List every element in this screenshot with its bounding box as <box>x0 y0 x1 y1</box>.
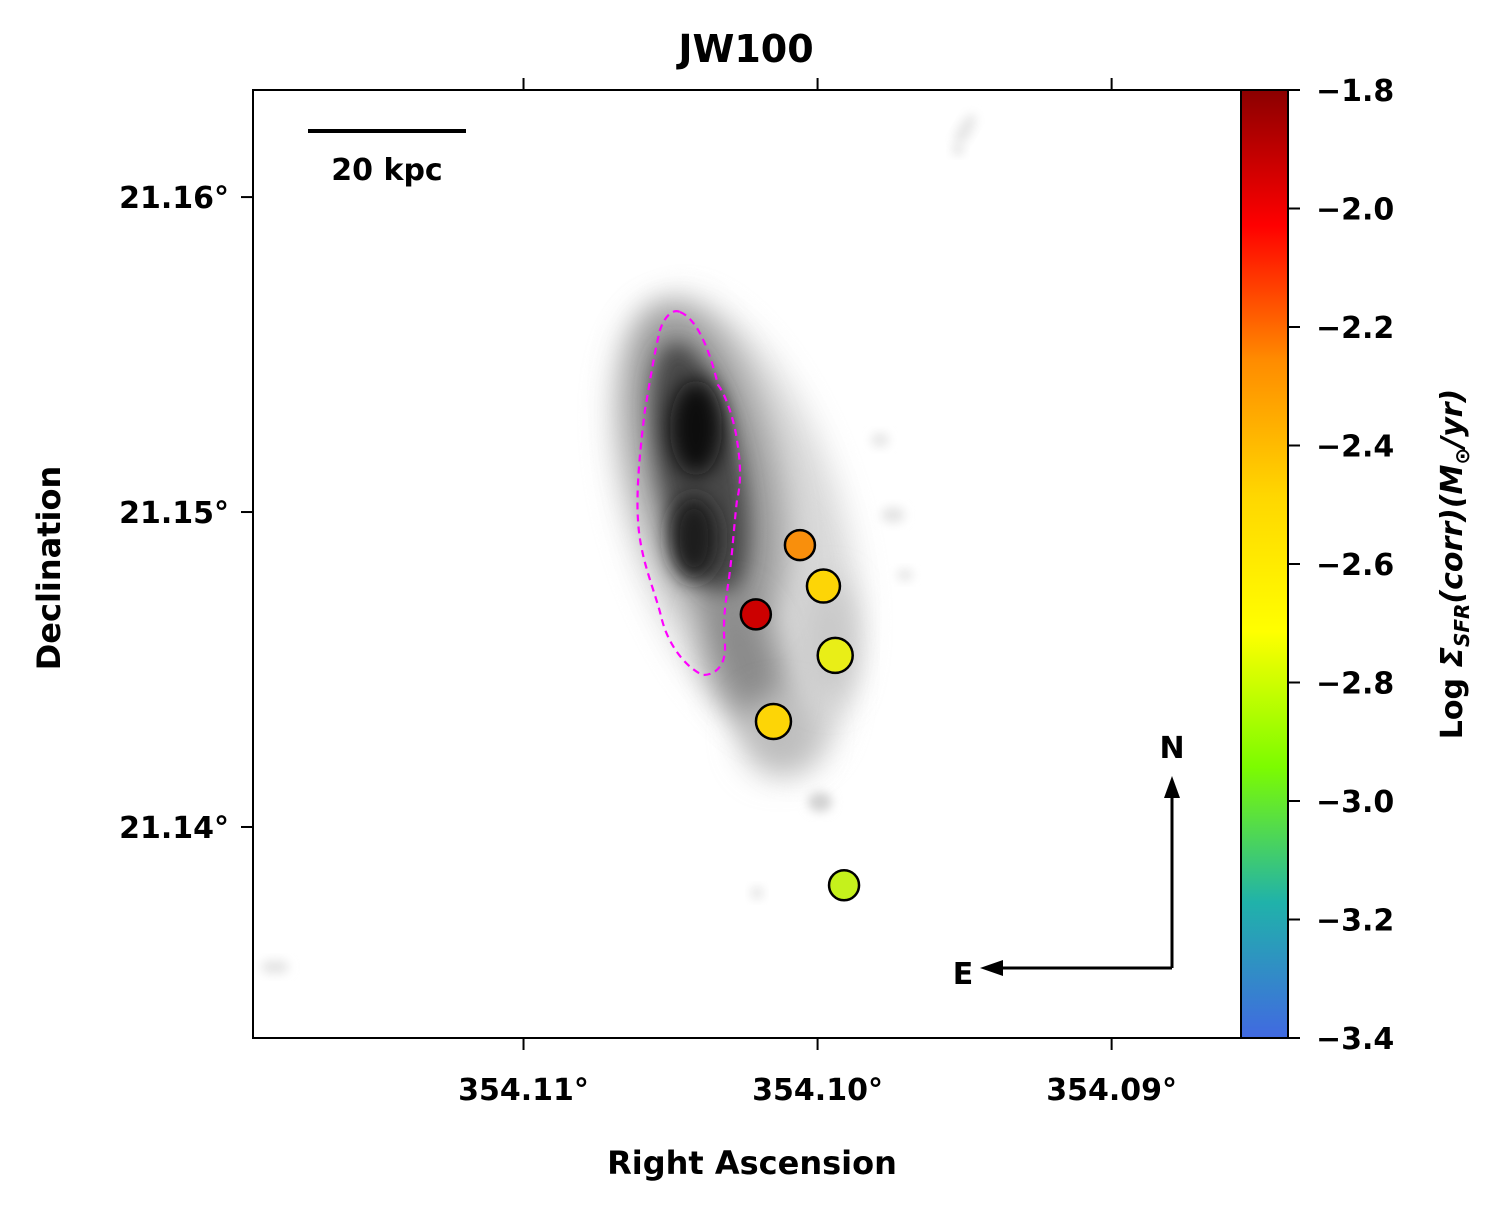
colorbar-tick-label: −3.2 <box>1316 904 1394 939</box>
compass-east-label: E <box>953 957 974 992</box>
y-tick-label: 21.15° <box>119 496 229 531</box>
points-layer <box>739 528 861 902</box>
data-point <box>816 636 854 675</box>
colorbar-ticks: −1.8 −2.0 −2.2 −2.4 −2.6 −2.8 −3.0 −3.2 −3.4 <box>1288 74 1394 1057</box>
data-point <box>739 598 773 631</box>
scale-bar-label: 20 kpc <box>331 153 442 188</box>
y-tick-label: 21.16° <box>119 181 229 216</box>
colorbar-tick-label: −2.0 <box>1316 193 1394 228</box>
data-point <box>754 702 793 741</box>
colorbar-label: Log ΣSFR(corr)(M⊙/yr) <box>1435 389 1474 739</box>
x-axis-label: Right Ascension <box>607 1144 897 1182</box>
chart-title: JW100 <box>675 27 813 71</box>
data-point <box>805 568 842 604</box>
x-tick-label: 354.11° <box>458 1073 589 1108</box>
y-tick-label: 21.14° <box>119 811 229 846</box>
colorbar-tick-label: −2.4 <box>1316 430 1394 465</box>
x-ticks: 354.11° 354.10° 354.09° <box>458 78 1177 1108</box>
y-axis-label: Declination <box>30 466 68 671</box>
east-arrow-icon <box>980 960 1003 976</box>
colorbar <box>1240 89 1289 1039</box>
data-point <box>783 528 817 562</box>
x-tick-label: 354.10° <box>752 1073 883 1108</box>
colorbar-tick-label: −2.2 <box>1316 311 1394 346</box>
colorbar-tick-label: −1.8 <box>1316 74 1394 109</box>
compass-north-label: N <box>1159 731 1184 766</box>
compass: N E <box>953 731 1185 992</box>
colorbar-tick-label: −2.6 <box>1316 548 1394 583</box>
colorbar-tick-label: −3.0 <box>1316 785 1394 820</box>
y-ticks: 21.16° 21.15° 21.14° <box>119 181 253 846</box>
galaxy-contour <box>636 310 742 677</box>
north-arrow-icon <box>1164 776 1180 798</box>
data-point <box>827 868 861 902</box>
colorbar-tick-label: −2.8 <box>1316 667 1394 702</box>
colorbar-tick-label: −3.4 <box>1316 1022 1394 1057</box>
x-tick-label: 354.09° <box>1046 1073 1177 1108</box>
